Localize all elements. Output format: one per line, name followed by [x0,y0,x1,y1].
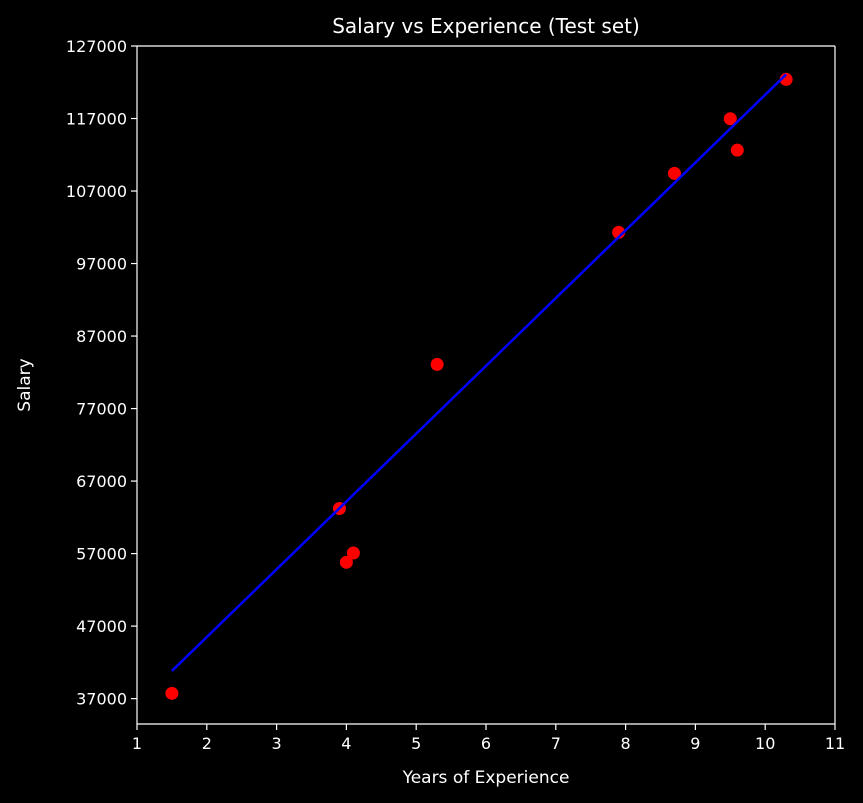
x-tick-label: 10 [755,734,775,753]
y-tick-label: 37000 [76,690,127,709]
x-tick-label: 3 [272,734,282,753]
x-tick-label: 7 [551,734,561,753]
scatter-point [730,143,744,157]
ticks: 1 2 3 4 5 6 7 8 9 10 11 37000 47000 57000 67000 77000 87… [66,37,845,753]
y-tick-label: 87000 [76,327,127,346]
scatter-point [346,546,360,560]
scatter-point [165,686,179,700]
scatter-point [723,112,737,126]
y-tick-label: 57000 [76,545,127,564]
axes [136,45,836,725]
y-tick-label: 117000 [66,110,127,129]
x-tick-label: 11 [825,734,845,753]
x-tick-label: 5 [411,734,421,753]
x-tick-label: 6 [481,734,491,753]
regression-line [171,73,788,672]
y-tick-label: 97000 [76,255,127,274]
x-tick-label: 8 [621,734,631,753]
x-tick-label: 2 [202,734,212,753]
x-tick-label: 9 [690,734,700,753]
y-tick-label: 77000 [76,400,127,419]
y-tick-label: 127000 [66,37,127,56]
scatter-point [430,357,444,371]
scatter-point [339,555,353,569]
chart-title: Salary vs Experience (Test set) [332,14,640,38]
x-axis-label: Years of Experience [402,768,570,788]
y-axis-label: Salary [15,358,35,411]
y-tick-label: 47000 [76,617,127,636]
x-tick-label: 1 [132,734,142,753]
y-tick-label: 67000 [76,472,127,491]
series-layer [165,72,793,700]
scatter-point [667,166,681,180]
x-tick-label: 4 [341,734,351,753]
y-tick-label: 107000 [66,182,127,201]
